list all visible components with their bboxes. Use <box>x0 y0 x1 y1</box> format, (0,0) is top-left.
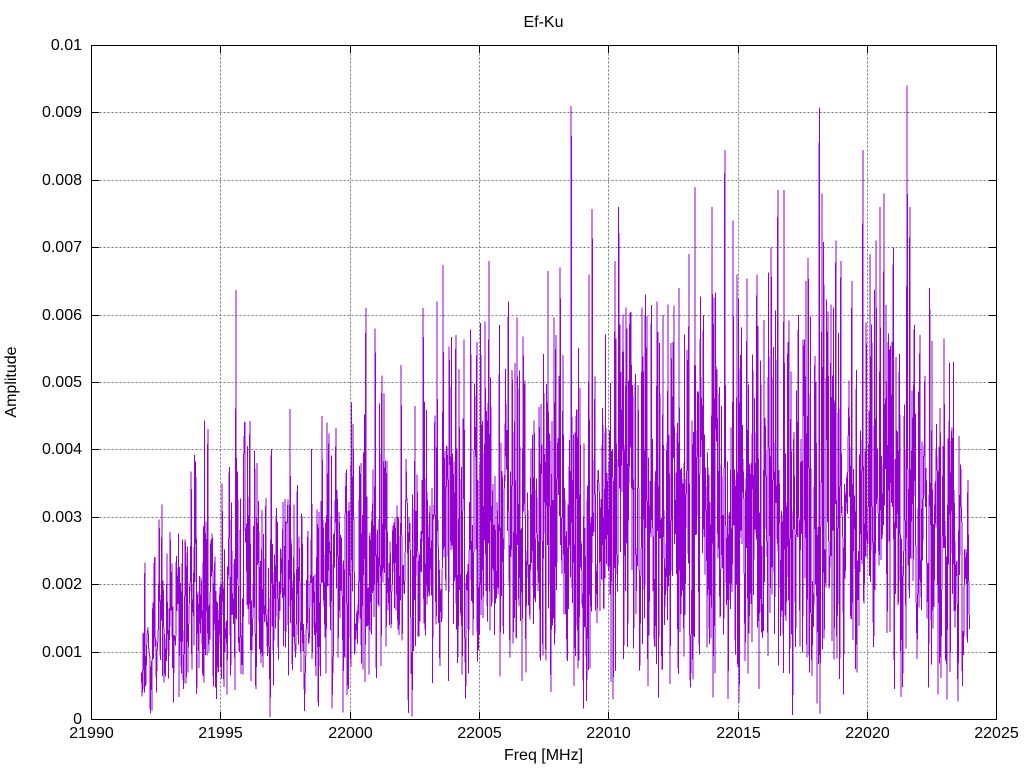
svg-text:Ef-Ku: Ef-Ku <box>523 14 563 31</box>
svg-text:21995: 21995 <box>198 725 243 742</box>
svg-text:22020: 22020 <box>845 725 890 742</box>
svg-text:0.005: 0.005 <box>42 374 82 391</box>
svg-text:Amplitude: Amplitude <box>3 346 20 417</box>
svg-text:0: 0 <box>73 711 82 728</box>
svg-text:22005: 22005 <box>457 725 502 742</box>
svg-text:22000: 22000 <box>328 725 373 742</box>
svg-text:0.007: 0.007 <box>42 239 82 256</box>
svg-text:0.004: 0.004 <box>42 441 82 458</box>
svg-text:0.01: 0.01 <box>51 37 82 54</box>
svg-text:21990: 21990 <box>69 725 114 742</box>
svg-text:0.003: 0.003 <box>42 509 82 526</box>
svg-text:Freq [MHz]: Freq [MHz] <box>504 747 583 764</box>
svg-text:0.009: 0.009 <box>42 104 82 121</box>
svg-text:0.002: 0.002 <box>42 576 82 593</box>
svg-text:22025: 22025 <box>974 725 1019 742</box>
svg-text:0.001: 0.001 <box>42 644 82 661</box>
svg-text:22010: 22010 <box>586 725 631 742</box>
svg-text:22015: 22015 <box>716 725 761 742</box>
svg-text:0.006: 0.006 <box>42 307 82 324</box>
svg-text:0.008: 0.008 <box>42 172 82 189</box>
